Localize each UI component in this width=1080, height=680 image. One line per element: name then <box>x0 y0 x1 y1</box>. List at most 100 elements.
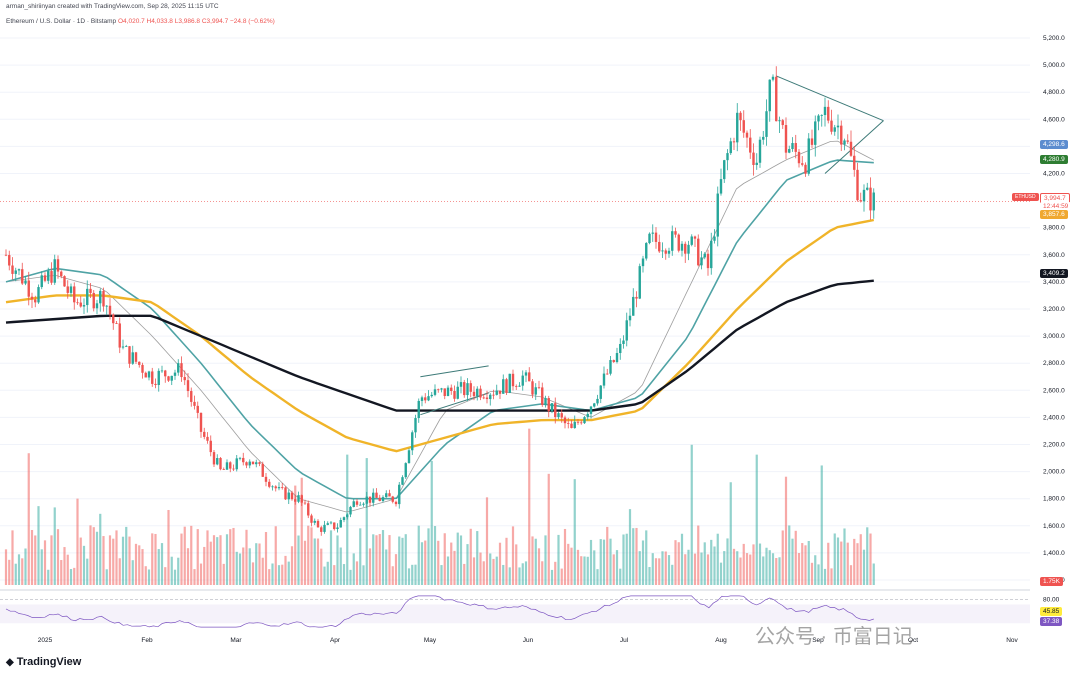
candle-body <box>739 112 742 121</box>
candles <box>4 66 875 536</box>
volume-bar <box>609 538 612 585</box>
rsi-line <box>5 595 874 628</box>
volume-bar <box>511 526 515 585</box>
candle-body <box>47 271 50 281</box>
volume-bar <box>810 562 814 585</box>
volume-bar <box>355 561 359 585</box>
candle-body <box>736 112 739 143</box>
candle-body <box>329 522 333 524</box>
candle-body <box>638 266 641 299</box>
candle-body <box>632 296 635 316</box>
volume-bar <box>482 561 485 585</box>
volume-bar <box>622 534 625 585</box>
volume-bar <box>53 507 56 585</box>
volume-bar <box>411 564 414 585</box>
candle-body <box>154 383 157 386</box>
volume-bar <box>869 533 872 585</box>
x-tick-label: Aug <box>715 637 727 644</box>
candle-body <box>768 79 771 112</box>
volume-bar <box>4 549 8 585</box>
volume-bar <box>778 557 781 585</box>
candle-body <box>430 394 433 397</box>
volume-bar <box>814 555 817 585</box>
candle-body <box>27 280 30 297</box>
candle-body <box>281 487 284 488</box>
candle-body <box>212 452 216 465</box>
volume-bar <box>424 540 427 585</box>
volume-bar <box>76 498 79 585</box>
candle-body <box>30 296 34 300</box>
candle-body <box>729 141 732 154</box>
volume-bar <box>297 535 300 585</box>
candle-body <box>677 234 680 251</box>
volume-bar <box>284 555 287 585</box>
candle-body <box>407 450 411 464</box>
candle-body <box>476 388 479 397</box>
volume-bar <box>450 542 453 585</box>
candle-body <box>680 243 684 251</box>
tag-yellow: 3,857.6 <box>1040 210 1068 219</box>
volume-bar <box>121 536 125 585</box>
candle-body <box>43 275 47 281</box>
tradingview-logo[interactable]: ◆ TradingView <box>6 656 82 668</box>
candle-body <box>716 193 719 237</box>
volume-bar <box>768 550 771 585</box>
volume-bars <box>4 428 875 585</box>
ma-fast-line <box>5 159 874 500</box>
volume-bar <box>833 533 836 585</box>
volume-bar <box>131 560 134 585</box>
tag-countdown: 12:44:59 <box>1040 202 1072 211</box>
candle-body <box>401 477 404 485</box>
candle-body <box>443 388 446 397</box>
candle-body <box>242 457 245 463</box>
volume-bar <box>385 549 388 585</box>
candle-body <box>121 346 125 348</box>
candle-body <box>554 403 557 418</box>
candle-body <box>836 125 840 128</box>
volume-bar <box>333 565 336 585</box>
volume-bar <box>300 477 303 585</box>
volume-bar <box>404 534 407 585</box>
volume-bar <box>521 563 524 585</box>
volume-bar <box>580 556 583 585</box>
volume-bar <box>37 506 40 585</box>
volume-bar <box>43 540 47 585</box>
volume-bar <box>388 535 391 585</box>
candle-body <box>801 163 804 165</box>
candle-body <box>827 106 830 121</box>
candle-body <box>619 343 622 354</box>
volume-bar <box>638 551 641 585</box>
volume-bar <box>723 551 726 585</box>
volume-bar <box>24 548 27 585</box>
volume-bar <box>313 538 316 585</box>
volume-bar <box>154 533 157 585</box>
volume-bar <box>661 551 664 585</box>
candle-body <box>183 377 186 381</box>
candle-body <box>333 522 336 530</box>
candle-body <box>492 394 495 396</box>
candle-body <box>248 461 251 466</box>
candle-body <box>528 372 531 382</box>
volume-bar <box>60 560 63 585</box>
volume-bar <box>612 554 615 585</box>
x-tick-label: Jul <box>620 637 629 644</box>
volume-bar <box>463 563 466 585</box>
candle-body <box>856 169 859 201</box>
candle-body <box>112 314 115 324</box>
volume-bar <box>329 530 333 585</box>
volume-bar <box>817 564 820 585</box>
volume-bar <box>125 526 128 585</box>
volume-bar <box>268 569 271 585</box>
candle-body <box>547 398 550 412</box>
candle-body <box>404 463 407 478</box>
y-tick-label: 3,800.0 <box>1043 225 1065 232</box>
volume-bar <box>216 537 219 585</box>
volume-bar <box>801 543 804 585</box>
volume-bar <box>476 531 479 585</box>
volume-bar <box>323 566 326 585</box>
candle-body <box>758 139 762 163</box>
volume-bar <box>853 538 856 585</box>
volume-bar <box>563 528 567 585</box>
volume-bar <box>229 529 232 585</box>
